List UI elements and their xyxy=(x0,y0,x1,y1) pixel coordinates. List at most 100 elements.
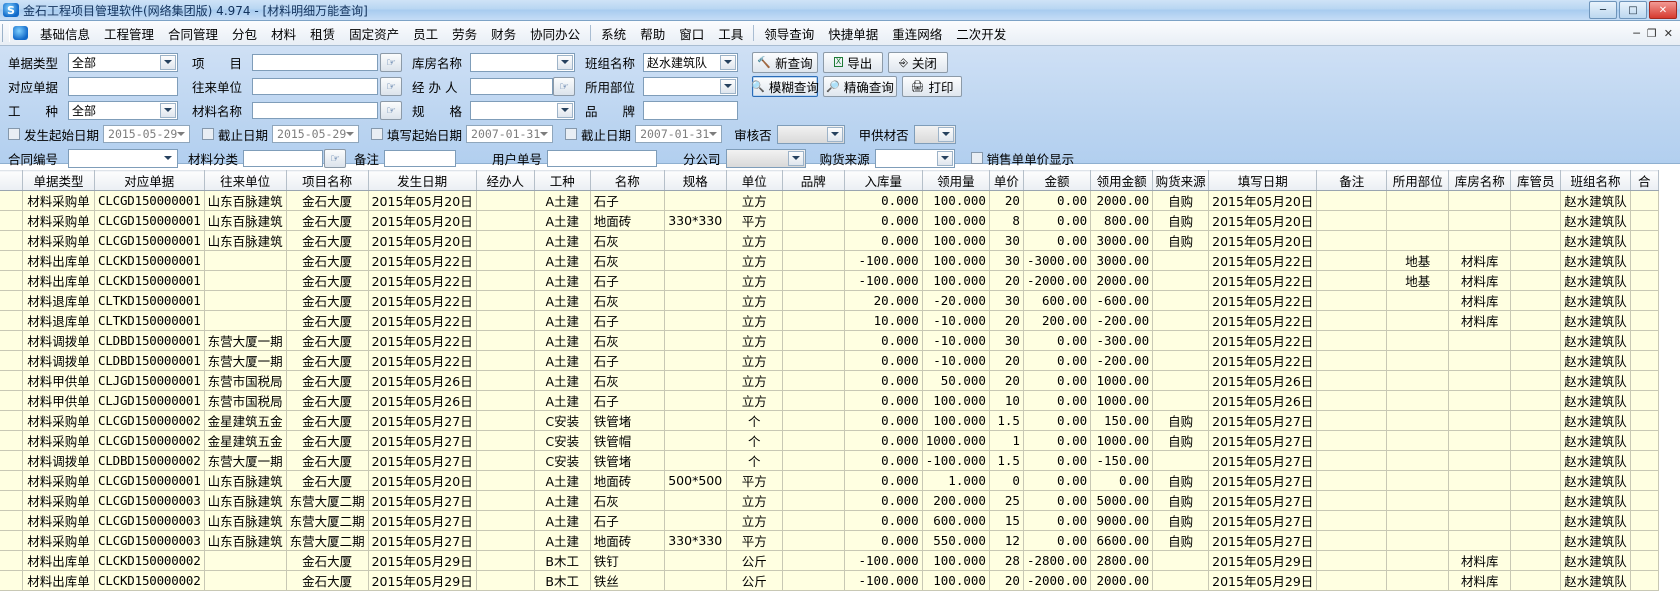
table-cell[interactable]: 3000.00 xyxy=(1090,250,1154,271)
table-cell[interactable] xyxy=(1316,490,1388,511)
usage-part-select[interactable] xyxy=(643,76,738,96)
table-cell[interactable] xyxy=(1152,370,1210,391)
table-cell[interactable] xyxy=(1316,290,1388,311)
table-cell[interactable]: CLCGD150000001 xyxy=(94,190,205,211)
table-cell[interactable]: 山东百脉建筑 xyxy=(204,510,287,531)
col-team-name[interactable]: 班组名称 xyxy=(1560,170,1631,191)
table-cell[interactable]: CLTKD150000001 xyxy=(94,290,205,311)
operator-input[interactable] xyxy=(470,77,553,95)
occur-end-date-checkbox[interactable] xyxy=(202,128,215,140)
table-cell[interactable]: 石子 xyxy=(590,190,665,211)
table-cell[interactable]: 2015年05月22日 xyxy=(368,290,477,311)
chevron-down-icon[interactable] xyxy=(160,54,176,70)
table-cell[interactable] xyxy=(204,570,287,591)
table-cell[interactable]: CLCKD150000001 xyxy=(94,250,205,271)
table-cell[interactable]: 330*330 xyxy=(664,210,727,231)
menu-item-project-mgmt[interactable]: 工程管理 xyxy=(104,26,155,42)
table-cell[interactable]: 2015年05月20日 xyxy=(1208,230,1318,251)
table-cell[interactable]: 材料采购单 xyxy=(22,470,95,491)
table-cell[interactable] xyxy=(782,430,845,451)
menu-item-reconnect[interactable]: 重连网络 xyxy=(892,26,943,42)
row-selector-cell[interactable] xyxy=(0,270,23,291)
table-cell[interactable]: A土建 xyxy=(534,230,591,251)
table-cell[interactable] xyxy=(664,270,727,291)
table-cell[interactable]: -100.000 xyxy=(844,570,923,591)
row-selector-cell[interactable] xyxy=(0,230,23,251)
table-cell[interactable] xyxy=(476,270,535,291)
row-selector-cell[interactable] xyxy=(0,430,23,451)
table-cell[interactable]: 0.00 xyxy=(1023,230,1092,251)
table-cell[interactable]: 2015年05月27日 xyxy=(368,490,477,511)
table-cell[interactable]: 600.00 xyxy=(1023,290,1092,311)
col-usage-part[interactable]: 所用部位 xyxy=(1386,170,1450,191)
table-cell[interactable]: 0.00 xyxy=(1023,190,1092,211)
exact-query-button[interactable]: 🔎 精确查询 xyxy=(823,75,897,97)
table-cell[interactable] xyxy=(1386,550,1450,571)
table-cell[interactable] xyxy=(1316,510,1388,531)
table-cell[interactable] xyxy=(1510,350,1562,371)
table-cell[interactable]: 2015年05月26日 xyxy=(368,370,477,391)
material-class-picker-button[interactable]: ☞ xyxy=(324,148,347,168)
table-cell[interactable]: 石灰 xyxy=(590,490,665,511)
table-cell[interactable] xyxy=(1316,410,1388,431)
table-cell[interactable]: 个 xyxy=(726,410,783,431)
table-cell[interactable]: 立方 xyxy=(726,370,783,391)
table-cell[interactable]: 金石大厦 xyxy=(286,430,369,451)
table-cell[interactable] xyxy=(476,390,535,411)
table-cell[interactable]: A土建 xyxy=(534,530,591,551)
related-doc-input[interactable] xyxy=(68,76,178,96)
menu-item-help[interactable]: 帮助 xyxy=(640,26,666,42)
table-cell[interactable]: 赵水建筑队 xyxy=(1560,210,1631,231)
table-cell[interactable]: -150.00 xyxy=(1090,450,1154,471)
table-cell[interactable]: 0.000 xyxy=(844,430,923,451)
table-cell[interactable]: 东营大厦一期 xyxy=(204,450,287,471)
table-cell[interactable]: 石子 xyxy=(590,350,665,371)
table-cell[interactable] xyxy=(1316,190,1388,211)
table-cell[interactable]: A土建 xyxy=(534,270,591,291)
project-picker-button[interactable]: ☞ xyxy=(380,52,402,72)
table-cell[interactable] xyxy=(204,290,287,311)
table-cell[interactable] xyxy=(476,330,535,351)
audited-select[interactable] xyxy=(776,124,845,144)
table-cell[interactable] xyxy=(664,330,727,351)
table-cell[interactable] xyxy=(1316,470,1388,491)
table-cell[interactable]: 10 xyxy=(989,390,1024,411)
table-cell[interactable]: 赵水建筑队 xyxy=(1560,390,1631,411)
counterparty-picker-button[interactable]: ☞ xyxy=(380,76,402,96)
table-cell[interactable]: 2015年05月29日 xyxy=(368,550,477,571)
table-cell[interactable]: 金石大厦 xyxy=(286,230,369,251)
table-cell[interactable] xyxy=(782,510,845,531)
table-row[interactable]: 材料采购单 CLCGD150000002 金星建筑五金 金石大厦 2015年05月27日… xyxy=(0,430,1659,451)
table-cell[interactable]: 0.000 xyxy=(844,410,923,431)
table-cell[interactable] xyxy=(1630,270,1659,291)
table-cell[interactable] xyxy=(476,370,535,391)
table-cell[interactable]: 0.00 xyxy=(1023,370,1092,391)
col-doc-type[interactable]: 单据类型 xyxy=(22,170,95,191)
table-cell[interactable]: 6600.00 xyxy=(1090,530,1154,551)
table-cell[interactable]: 自购 xyxy=(1152,230,1210,251)
table-cell[interactable]: -2000.00 xyxy=(1023,570,1092,591)
table-cell[interactable] xyxy=(1510,430,1562,451)
table-cell[interactable] xyxy=(1448,330,1512,351)
table-cell[interactable]: CLJGD150000001 xyxy=(94,390,205,411)
table-cell[interactable]: 0.000 xyxy=(844,510,923,531)
table-cell[interactable] xyxy=(1316,530,1388,551)
table-cell[interactable]: -20.000 xyxy=(922,290,990,311)
table-cell[interactable]: 2015年05月27日 xyxy=(1208,430,1318,451)
table-cell[interactable] xyxy=(476,470,535,491)
table-cell[interactable] xyxy=(476,250,535,271)
table-cell[interactable]: 8 xyxy=(989,210,1024,231)
table-cell[interactable]: -2000.00 xyxy=(1023,270,1092,291)
table-cell[interactable]: 材料调拨单 xyxy=(22,330,95,351)
table-cell[interactable] xyxy=(1510,210,1562,231)
table-cell[interactable]: 10.000 xyxy=(844,310,923,331)
table-cell[interactable] xyxy=(1630,330,1659,351)
table-cell[interactable]: A土建 xyxy=(534,390,591,411)
table-cell[interactable]: CLCKD150000002 xyxy=(94,550,205,571)
table-cell[interactable] xyxy=(1448,470,1512,491)
table-cell[interactable] xyxy=(782,250,845,271)
table-cell[interactable]: 0.00 xyxy=(1023,350,1092,371)
table-cell[interactable] xyxy=(1510,330,1562,351)
table-cell[interactable]: 金石大厦 xyxy=(286,210,369,231)
table-cell[interactable] xyxy=(664,390,727,411)
